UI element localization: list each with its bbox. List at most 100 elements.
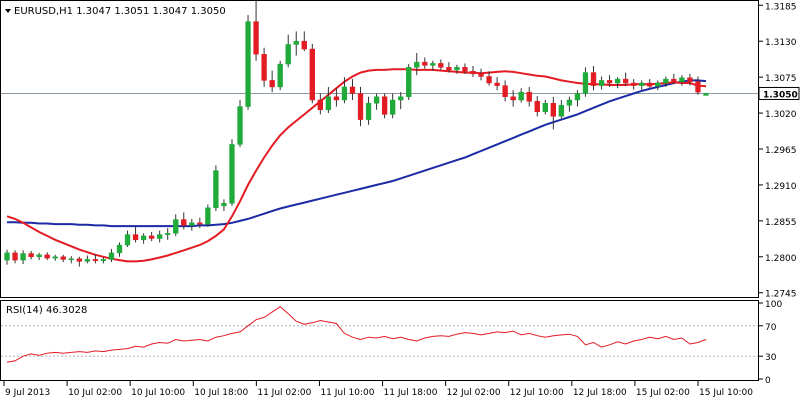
- candle: [116, 242, 123, 257]
- bear-candle-body: [486, 76, 492, 84]
- bull-candle-body: [663, 78, 669, 84]
- time-tick-label: 11 Jul 02:00: [257, 388, 311, 398]
- bull-candle-body: [20, 253, 26, 261]
- candle: [213, 165, 219, 212]
- candle: [663, 76, 669, 87]
- price-tick-label: 1.2800: [765, 254, 797, 264]
- bull-candle-body: [108, 252, 115, 260]
- current-price-label: 1.3050: [763, 90, 798, 100]
- time-tick-label: 11 Jul 18:00: [384, 388, 438, 398]
- candle: [325, 86, 332, 114]
- candle: [582, 67, 589, 97]
- bear-candle-body: [647, 82, 653, 87]
- rsi-panel-frame: [0, 300, 759, 381]
- candle: [486, 71, 492, 86]
- candle: [157, 230, 163, 243]
- bear-candle-body: [12, 252, 18, 261]
- candle: [454, 64, 460, 74]
- bear-candle-body: [622, 78, 629, 84]
- rsi-polyline: [6, 306, 707, 363]
- candle: [132, 226, 139, 243]
- bear-candle-body: [606, 80, 613, 84]
- candle: [301, 31, 307, 51]
- time-tick-label: 12 Jul 10:00: [510, 388, 564, 398]
- candle: [108, 248, 115, 263]
- dropdown-triangle-icon[interactable]: [5, 9, 11, 13]
- bear-candle-body: [253, 21, 259, 55]
- bull-candle-body: [655, 82, 661, 87]
- candle: [277, 60, 283, 91]
- bear-candle-body: [590, 72, 597, 86]
- rsi-tick-label: 0: [765, 376, 771, 386]
- price-panel-frame: [0, 0, 759, 298]
- candle: [285, 34, 291, 68]
- candle: [398, 92, 404, 110]
- bear-candle-body: [631, 82, 637, 86]
- candle: [566, 96, 573, 112]
- bear-candle-body: [438, 63, 444, 68]
- candle: [550, 96, 556, 130]
- candle: [655, 80, 661, 91]
- candle: [414, 52, 420, 76]
- bear-candle-body: [550, 103, 556, 117]
- price-tick-label: 1.2855: [765, 218, 797, 228]
- candle: [36, 252, 42, 261]
- bear-candle-body: [470, 71, 476, 75]
- bull-candle-body: [566, 99, 573, 106]
- bear-candle-body: [462, 67, 468, 72]
- bull-candle-body: [542, 103, 548, 113]
- bull-candle-body: [124, 234, 131, 246]
- bull-candle-body: [165, 233, 171, 235]
- price-tick-label: 1.3185: [765, 2, 797, 12]
- candle: [639, 80, 645, 91]
- candle: [695, 76, 701, 95]
- time-tick-label: 12 Jul 18:00: [573, 388, 627, 398]
- candle: [518, 88, 524, 103]
- candle: [558, 100, 565, 119]
- candle: [309, 43, 315, 104]
- bear-candle-body: [534, 101, 540, 113]
- candle: [76, 256, 82, 267]
- time-axis: 9 Jul 2013 10 Jul 02:00 10 Jul 10:00 10 Jul…: [3, 381, 753, 398]
- bear-candle-body: [526, 91, 532, 102]
- candle: [205, 204, 211, 227]
- candle: [221, 199, 227, 212]
- candle: [365, 96, 372, 125]
- symbol-header: EURUSD,H1 1.3047 1.3051 1.3047 1.3050: [14, 6, 226, 17]
- bear-candle-body: [422, 61, 428, 66]
- bear-candle-body: [695, 81, 701, 93]
- candle: [148, 231, 155, 242]
- price-axis: 1.3185 1.3130 1.3075 1.3020 1.2965 1.2910 1.28…: [758, 2, 800, 300]
- bear-candle-body: [44, 254, 50, 259]
- bull-candle-body: [341, 86, 348, 101]
- candle: [406, 64, 412, 100]
- bear-candle-body: [671, 78, 677, 82]
- bull-candle-body: [454, 67, 460, 71]
- candle: [181, 212, 187, 230]
- bear-candle-body: [317, 99, 324, 111]
- bear-candle-body: [28, 253, 34, 258]
- fast-ma-line: [6, 68, 707, 263]
- candle: [293, 31, 299, 56]
- time-tick-label: 12 Jul 02:00: [447, 388, 501, 398]
- bear-candle-body: [261, 54, 267, 81]
- bull-candle-body: [365, 103, 372, 120]
- candle: [92, 254, 99, 264]
- bull-candle-body: [36, 254, 42, 258]
- candle: [317, 93, 324, 115]
- candle: [4, 249, 10, 265]
- bear-candle-body: [132, 234, 139, 241]
- candles: [4, 0, 709, 267]
- bull-candle-body: [574, 93, 581, 101]
- time-tick-label: 10 Jul 18:00: [194, 388, 248, 398]
- candle: [60, 254, 66, 263]
- bull-candle-body: [285, 44, 291, 65]
- candle: [333, 88, 340, 107]
- bear-candle-body: [687, 77, 693, 82]
- bear-candle-body: [197, 222, 203, 225]
- bear-candle-body: [269, 80, 275, 88]
- bull-candle-body: [116, 244, 123, 254]
- bull-candle-body: [68, 258, 74, 261]
- bull-candle-body: [100, 259, 107, 261]
